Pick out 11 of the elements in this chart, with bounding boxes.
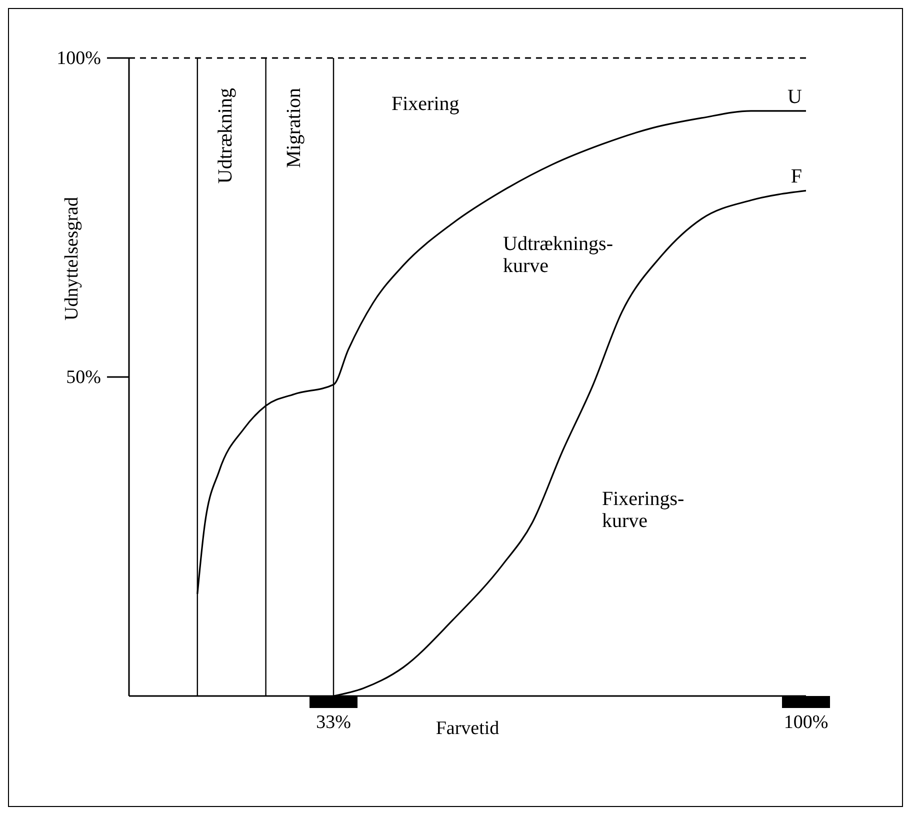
- ref-line-label: Migration: [282, 88, 305, 168]
- annotation: Fixerings- kurve: [602, 488, 684, 532]
- x-tick-label: 33%: [316, 712, 352, 733]
- ref-line-label: Fixering: [392, 93, 460, 115]
- series-label: F: [790, 166, 802, 188]
- y-axis-title: Udnyttelsesgrad: [62, 196, 83, 320]
- y-tick-label: 50%: [66, 367, 102, 388]
- ref-line-label: Udtrækning: [214, 88, 236, 184]
- series-label: U: [788, 86, 803, 108]
- annotation: Udtræknings- kurve: [503, 233, 613, 277]
- x-axis-title: Farvetid: [436, 718, 500, 739]
